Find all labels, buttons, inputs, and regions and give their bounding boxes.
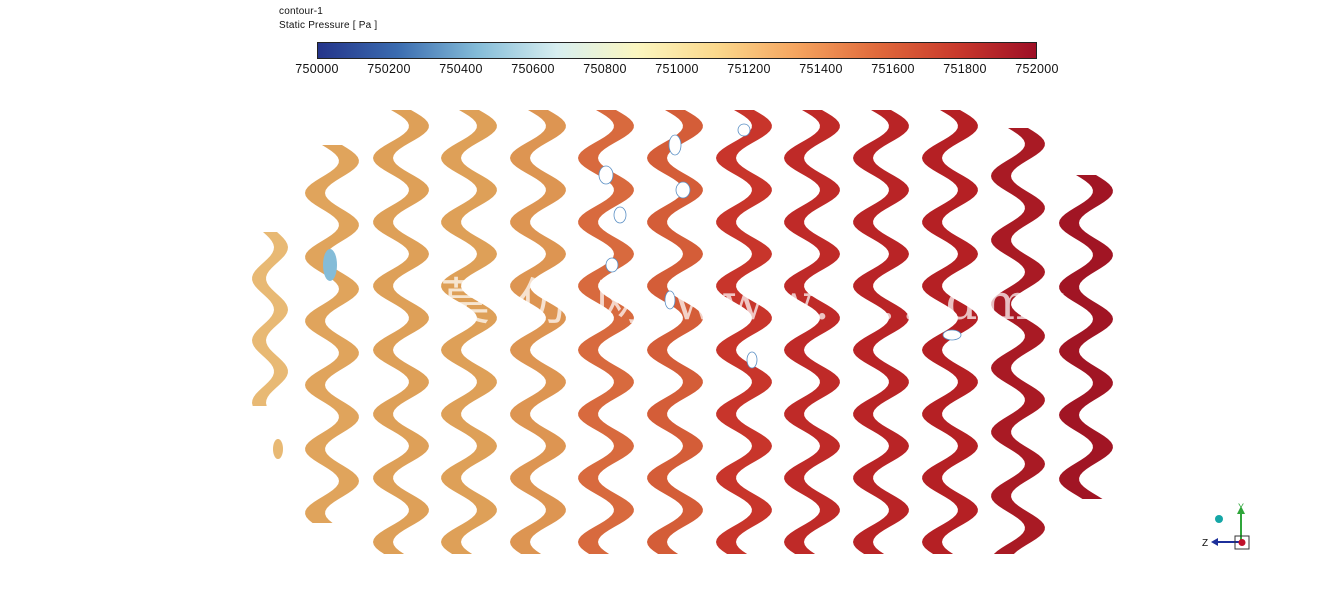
x-axis-dot [1238,539,1246,546]
color-bar-tick-label: 752000 [1015,62,1059,76]
x-axis-box [1234,535,1250,550]
pressure-void [668,134,682,156]
pressure-slice [252,232,288,406]
variable-label: Static Pressure [ Pa ] [279,20,378,31]
color-bar [317,42,1037,59]
y-axis-arrow [1237,506,1245,514]
contour-name: contour-1 [279,6,324,17]
pressure-slice [784,110,840,554]
axis-triad: Y Z [1202,502,1250,550]
pressure-void [746,351,758,369]
color-bar-tick-label: 751400 [799,62,843,76]
pressure-slice [647,110,703,554]
z-axis-label: Z [1202,538,1208,549]
pressure-void [598,165,614,185]
color-bar-tick-labels: 750000 750200 750400 750600 750800 751000 7512… [0,62,1344,78]
pressure-void [605,257,619,273]
color-bar-tick-label: 750800 [583,62,627,76]
pressure-slice-fragment [273,439,283,459]
view-origin-dot [1215,515,1223,523]
y-axis-label: Y [1238,502,1244,512]
pressure-void [942,329,962,341]
color-bar-tick-label: 750400 [439,62,483,76]
pressure-slice [510,110,566,554]
pressure-slice [441,110,497,554]
pressure-slice [373,110,429,554]
pressure-slice [305,145,359,523]
pressure-void [675,181,691,199]
color-bar-tick-label: 750200 [367,62,411,76]
pressure-slice [853,110,909,554]
pressure-void [737,123,751,137]
pressure-void [613,206,627,224]
pressure-void [664,290,676,310]
pressure-slice [578,110,634,554]
pressure-slice [1059,175,1113,499]
color-bar-tick-label: 751600 [871,62,915,76]
legend-header: contour-1 Static Pressure [ Pa ] [279,5,377,33]
pressure-slice [991,128,1045,554]
z-axis-arrow [1211,538,1218,546]
color-bar-tick-label: 750600 [511,62,555,76]
color-bar-tick-label: 751000 [655,62,699,76]
pressure-slice [716,110,772,554]
low-pressure-patch [323,249,337,281]
color-bar-tick-label: 750000 [295,62,339,76]
color-bar-tick-label: 751800 [943,62,987,76]
color-bar-tick-label: 751200 [727,62,771,76]
